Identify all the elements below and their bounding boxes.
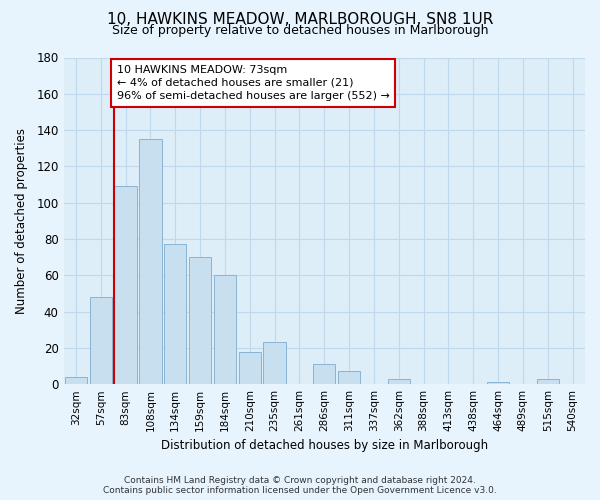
Bar: [89, 297, 112, 384]
X-axis label: Distribution of detached houses by size in Marlborough: Distribution of detached houses by size …: [161, 440, 488, 452]
Text: 10, HAWKINS MEADOW, MARLBOROUGH, SN8 1UR: 10, HAWKINS MEADOW, MARLBOROUGH, SN8 1UR: [107, 12, 493, 28]
Bar: [164, 244, 187, 384]
Text: 10 HAWKINS MEADOW: 73sqm
← 4% of detached houses are smaller (21)
96% of semi-de: 10 HAWKINS MEADOW: 73sqm ← 4% of detache…: [117, 65, 390, 101]
Bar: [338, 372, 360, 384]
Bar: [536, 378, 559, 384]
Text: Contains HM Land Registry data © Crown copyright and database right 2024.
Contai: Contains HM Land Registry data © Crown c…: [103, 476, 497, 495]
Bar: [263, 342, 286, 384]
Y-axis label: Number of detached properties: Number of detached properties: [15, 128, 28, 314]
Bar: [115, 186, 137, 384]
Bar: [388, 378, 410, 384]
Bar: [313, 364, 335, 384]
Bar: [487, 382, 509, 384]
Text: Size of property relative to detached houses in Marlborough: Size of property relative to detached ho…: [112, 24, 488, 37]
Bar: [214, 276, 236, 384]
Bar: [65, 377, 87, 384]
Bar: [139, 139, 161, 384]
Bar: [189, 257, 211, 384]
Bar: [239, 352, 261, 384]
